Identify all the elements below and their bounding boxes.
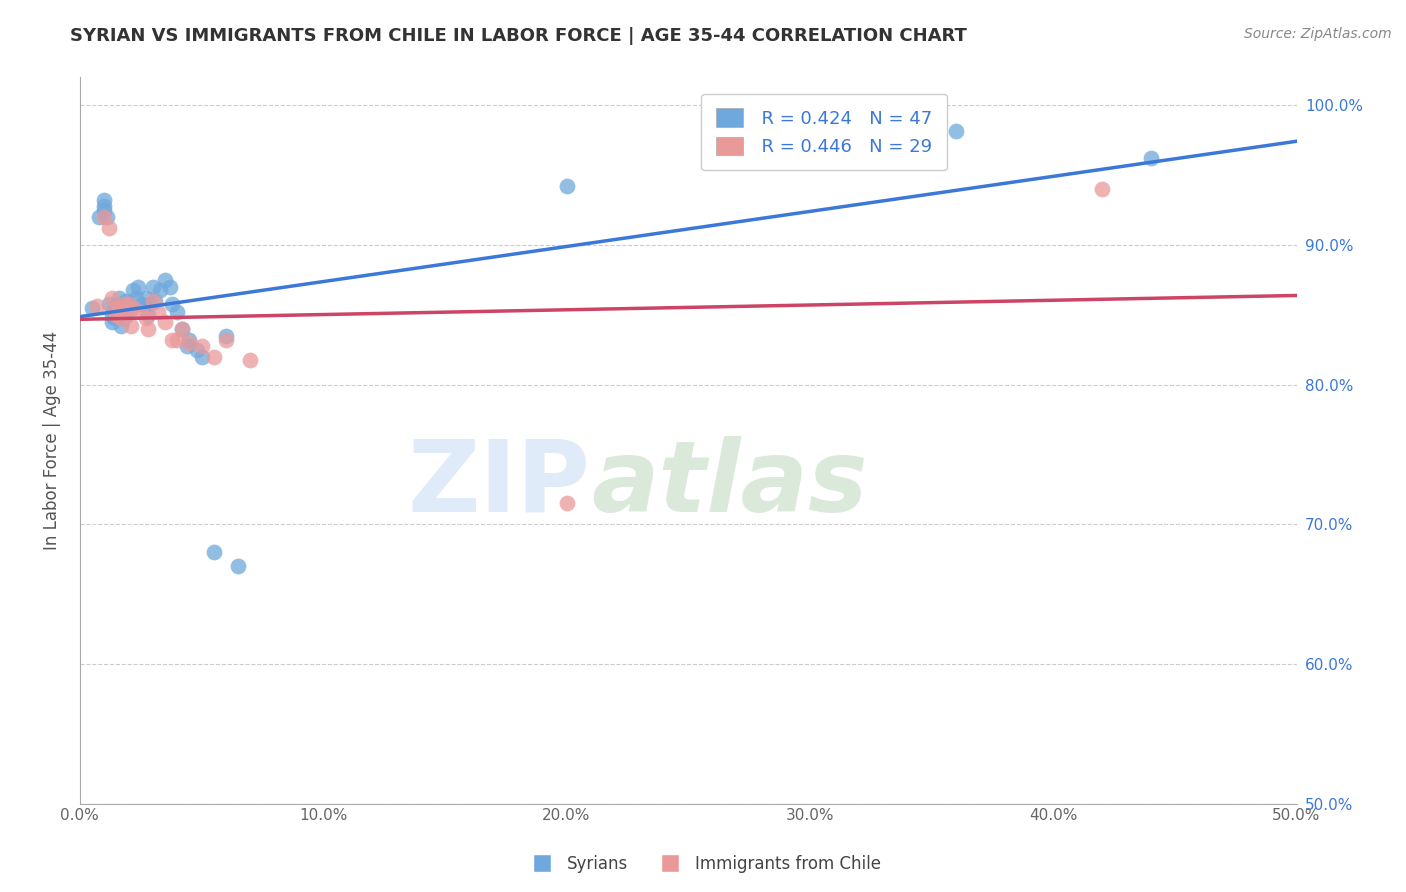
Point — [215, 333, 238, 347]
Point — [166, 333, 188, 347]
Point — [162, 296, 184, 310]
Point — [143, 293, 166, 308]
Point — [142, 293, 165, 308]
Point — [117, 296, 139, 310]
Point — [105, 300, 128, 314]
Point — [93, 210, 115, 224]
Point — [239, 352, 262, 367]
Point — [98, 296, 121, 310]
Point — [1139, 152, 1161, 166]
Point — [105, 308, 128, 322]
Point — [103, 310, 125, 325]
Point — [226, 559, 249, 574]
Point — [112, 310, 135, 325]
Point — [136, 322, 159, 336]
Point — [93, 199, 115, 213]
Point — [139, 296, 162, 310]
Point — [127, 280, 149, 294]
Point — [129, 296, 152, 310]
Legend: Syrians, Immigrants from Chile: Syrians, Immigrants from Chile — [519, 848, 887, 880]
Point — [120, 301, 142, 315]
Point — [112, 300, 135, 314]
Point — [202, 545, 225, 559]
Point — [105, 308, 128, 322]
Point — [135, 310, 157, 325]
Point — [89, 210, 111, 224]
Point — [100, 291, 122, 305]
Point — [153, 315, 176, 329]
Point — [142, 280, 165, 294]
Point — [110, 318, 132, 333]
Point — [110, 310, 132, 325]
Point — [117, 296, 139, 310]
Text: ZIP: ZIP — [408, 435, 591, 533]
Point — [122, 283, 145, 297]
Point — [190, 338, 212, 352]
Point — [153, 273, 176, 287]
Point — [100, 308, 122, 322]
Point — [80, 301, 103, 315]
Point — [107, 291, 129, 305]
Point — [162, 333, 184, 347]
Point — [107, 301, 129, 315]
Legend:   R = 0.424   N = 47,   R = 0.446   N = 29: R = 0.424 N = 47, R = 0.446 N = 29 — [702, 94, 946, 170]
Point — [112, 296, 135, 310]
Point — [107, 296, 129, 310]
Point — [215, 328, 238, 343]
Point — [115, 308, 138, 322]
Point — [115, 308, 138, 322]
Text: atlas: atlas — [591, 435, 868, 533]
Point — [170, 322, 193, 336]
Point — [190, 350, 212, 364]
Point — [186, 343, 208, 357]
Point — [136, 308, 159, 322]
Point — [555, 179, 578, 194]
Point — [103, 301, 125, 315]
Point — [98, 221, 121, 235]
Point — [945, 123, 967, 137]
Point — [115, 293, 138, 308]
Point — [159, 280, 181, 294]
Point — [93, 203, 115, 218]
Point — [202, 350, 225, 364]
Point — [146, 305, 169, 319]
Point — [93, 194, 115, 208]
Point — [120, 318, 142, 333]
Point — [170, 322, 193, 336]
Point — [125, 291, 148, 305]
Point — [179, 333, 201, 347]
Y-axis label: In Labor Force | Age 35-44: In Labor Force | Age 35-44 — [44, 331, 60, 550]
Point — [100, 315, 122, 329]
Point — [122, 301, 145, 315]
Point — [103, 301, 125, 315]
Point — [179, 335, 201, 350]
Point — [555, 496, 578, 510]
Point — [176, 338, 198, 352]
Point — [149, 283, 172, 297]
Text: SYRIAN VS IMMIGRANTS FROM CHILE IN LABOR FORCE | AGE 35-44 CORRELATION CHART: SYRIAN VS IMMIGRANTS FROM CHILE IN LABOR… — [70, 27, 967, 45]
Point — [166, 305, 188, 319]
Point — [129, 305, 152, 319]
Point — [96, 210, 118, 224]
Point — [86, 300, 108, 314]
Point — [135, 291, 157, 305]
Text: Source: ZipAtlas.com: Source: ZipAtlas.com — [1244, 27, 1392, 41]
Point — [1091, 182, 1114, 196]
